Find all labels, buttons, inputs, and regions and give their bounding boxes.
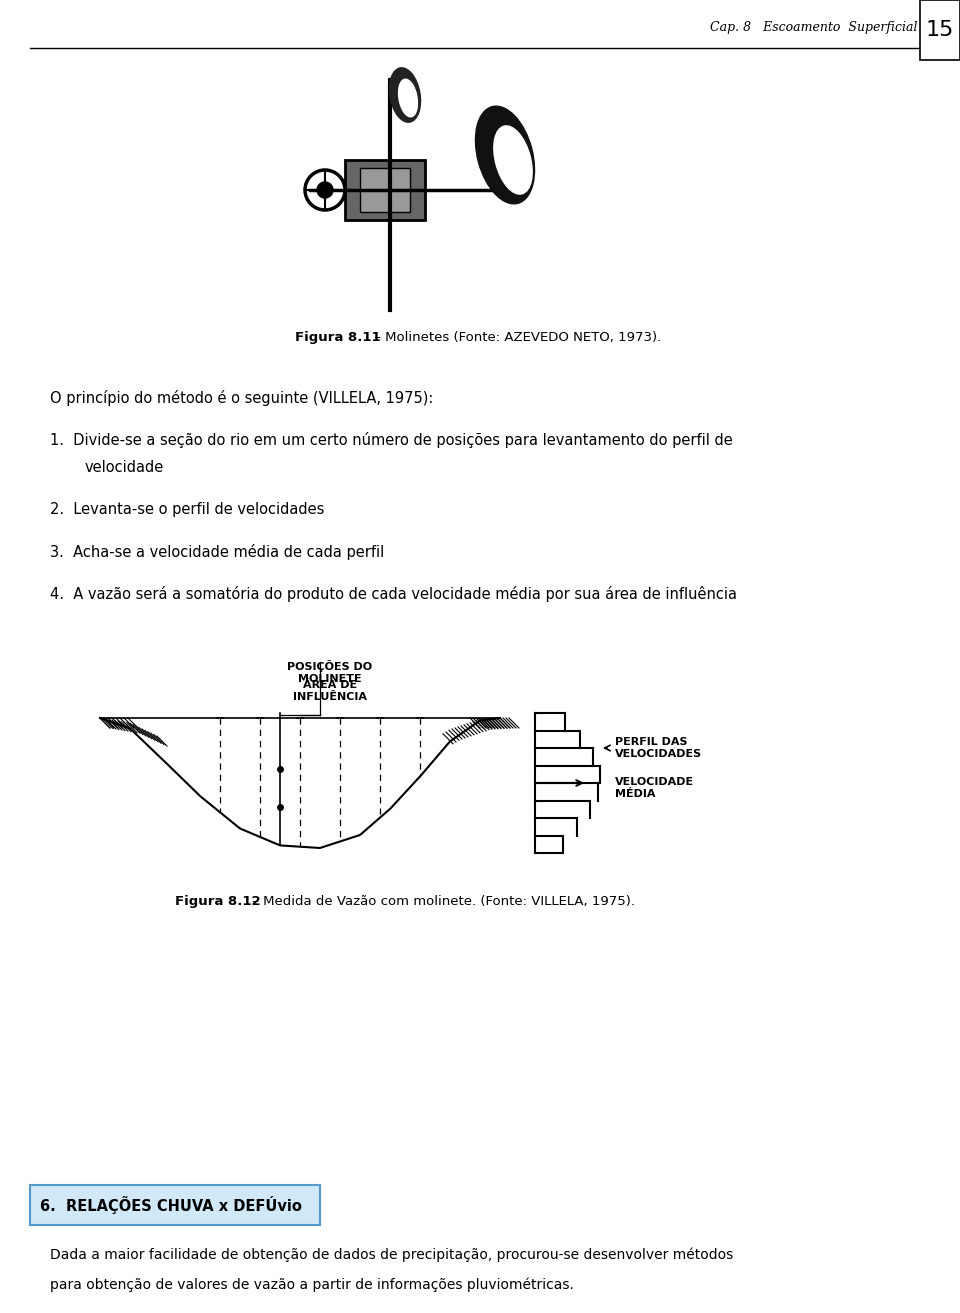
Text: 1.  Divide-se a seção do rio em um certo número de posições para levantamento do: 1. Divide-se a seção do rio em um certo … xyxy=(50,432,732,448)
Text: 2.  Levanta-se o perfil de velocidades: 2. Levanta-se o perfil de velocidades xyxy=(50,502,324,517)
Bar xyxy=(920,0,960,60)
Text: PERFIL DAS
VELOCIDADES: PERFIL DAS VELOCIDADES xyxy=(615,737,702,759)
Text: 4.  A vazão será a somatória do produto de cada velocidade média por sua área de: 4. A vazão será a somatória do produto d… xyxy=(50,586,737,601)
Circle shape xyxy=(317,183,333,198)
Text: O princípio do método é o seguinte (VILLELA, 1975):: O princípio do método é o seguinte (VILL… xyxy=(50,390,433,406)
Bar xyxy=(345,160,425,221)
Text: – Molinetes (Fonte: AZEVEDO NETO, 1973).: – Molinetes (Fonte: AZEVEDO NETO, 1973). xyxy=(370,331,661,344)
Text: ÁREA DE
INFLUÊNCIA: ÁREA DE INFLUÊNCIA xyxy=(293,680,367,702)
Text: 6.  RELAÇÕES CHUVA x DEFÚvio: 6. RELAÇÕES CHUVA x DEFÚvio xyxy=(40,1196,301,1215)
Text: POSIÇÕES DO
MOLINETE: POSIÇÕES DO MOLINETE xyxy=(287,660,372,684)
Ellipse shape xyxy=(398,79,418,117)
Text: – Medida de Vazão com molinete. (Fonte: VILLELA, 1975).: – Medida de Vazão com molinete. (Fonte: … xyxy=(248,895,635,909)
Bar xyxy=(360,168,410,211)
Ellipse shape xyxy=(493,126,532,194)
Text: Cap. 8   Escoamento  Superficial: Cap. 8 Escoamento Superficial xyxy=(710,21,918,34)
Ellipse shape xyxy=(390,68,420,122)
Text: Figura 8.11: Figura 8.11 xyxy=(295,331,380,344)
Text: Dada a maior facilidade de obtenção de dados de precipitação, procurou-se desenv: Dada a maior facilidade de obtenção de d… xyxy=(50,1247,733,1263)
Text: velocidade: velocidade xyxy=(85,460,164,475)
Text: para obtenção de valores de vazão a partir de informações pluviométricas.: para obtenção de valores de vazão a part… xyxy=(50,1278,574,1292)
Text: 3.  Acha-se a velocidade média de cada perfil: 3. Acha-se a velocidade média de cada pe… xyxy=(50,544,384,561)
Text: Figura 8.12: Figura 8.12 xyxy=(175,895,260,909)
Text: VELOCIDADE
MÉDIA: VELOCIDADE MÉDIA xyxy=(615,777,694,800)
Text: 15: 15 xyxy=(925,20,954,39)
Ellipse shape xyxy=(475,106,535,204)
Bar xyxy=(30,1186,320,1225)
